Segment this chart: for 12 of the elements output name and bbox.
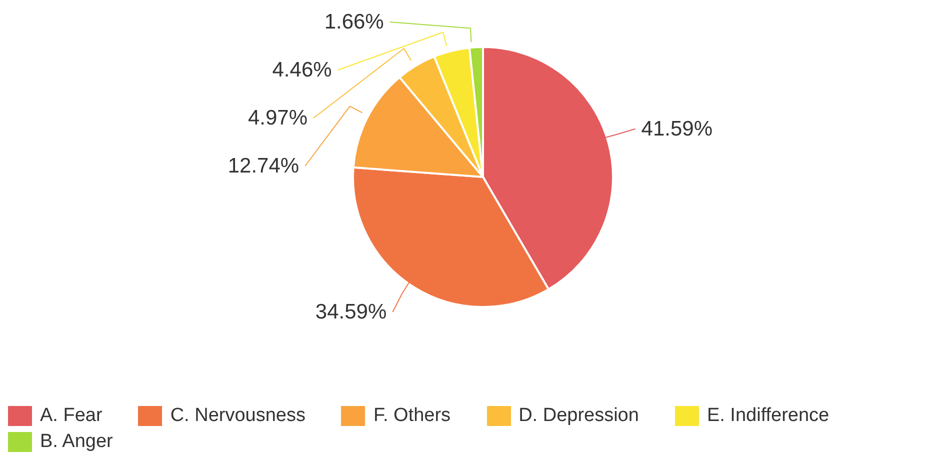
data-label: 1.66% bbox=[324, 10, 384, 34]
data-label: 34.59% bbox=[315, 300, 387, 324]
legend-label: F. Others bbox=[373, 404, 451, 428]
data-label: 12.74% bbox=[228, 154, 300, 178]
legend-label: A. Fear bbox=[40, 404, 102, 428]
legend-label: C. Nervousness bbox=[170, 404, 306, 428]
legend-label: E. Indifference bbox=[706, 404, 830, 428]
legend-label: D. Depression bbox=[518, 404, 639, 428]
data-label: 41.59% bbox=[641, 117, 713, 140]
data-label: 4.46% bbox=[272, 58, 332, 82]
legend-label: B. Anger bbox=[40, 430, 113, 454]
data-label: 4.97% bbox=[248, 106, 308, 130]
